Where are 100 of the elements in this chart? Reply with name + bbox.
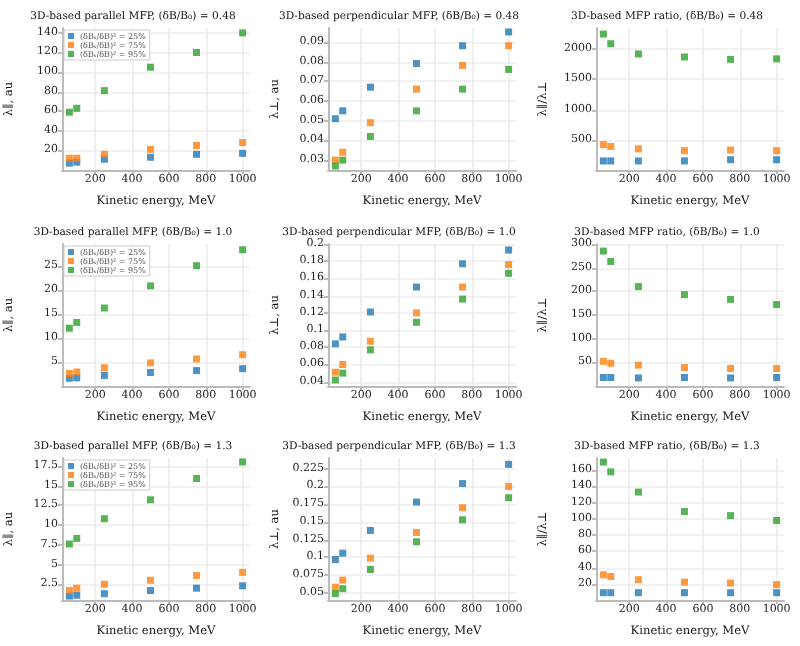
point xyxy=(413,282,421,290)
point xyxy=(726,295,734,303)
point xyxy=(65,108,73,116)
point xyxy=(146,577,154,585)
point xyxy=(772,147,780,155)
point xyxy=(100,581,108,589)
point xyxy=(239,350,247,358)
point xyxy=(634,576,642,584)
point xyxy=(680,579,688,587)
point xyxy=(367,119,375,127)
point xyxy=(459,61,467,69)
point xyxy=(459,480,467,488)
point xyxy=(146,358,154,366)
point xyxy=(413,107,421,115)
point xyxy=(505,65,513,73)
point xyxy=(634,488,642,496)
point xyxy=(680,157,688,165)
point xyxy=(772,55,780,63)
point xyxy=(726,373,734,381)
point xyxy=(193,585,201,593)
point xyxy=(239,569,247,577)
point xyxy=(772,589,780,597)
point xyxy=(413,498,421,506)
point xyxy=(599,157,607,165)
point xyxy=(239,149,247,157)
point xyxy=(726,156,734,164)
point xyxy=(505,483,513,491)
point xyxy=(339,156,347,164)
point xyxy=(726,579,734,587)
point xyxy=(65,540,73,548)
point xyxy=(680,373,688,381)
point xyxy=(726,512,734,520)
point xyxy=(332,162,340,170)
point xyxy=(239,139,247,147)
point xyxy=(193,354,201,362)
point xyxy=(772,364,780,372)
point xyxy=(239,458,247,466)
point xyxy=(193,48,201,56)
point xyxy=(634,282,642,290)
point xyxy=(65,587,73,595)
point xyxy=(339,368,347,376)
point xyxy=(193,572,201,580)
point xyxy=(599,373,607,381)
point xyxy=(367,132,375,140)
point xyxy=(772,156,780,164)
point xyxy=(146,63,154,71)
point xyxy=(65,154,73,162)
point xyxy=(634,373,642,381)
point xyxy=(239,582,247,590)
point xyxy=(726,146,734,154)
point xyxy=(606,257,614,265)
point xyxy=(73,318,81,326)
point xyxy=(339,148,347,156)
point xyxy=(73,535,81,543)
point xyxy=(193,261,201,269)
point xyxy=(459,294,467,302)
point xyxy=(599,141,607,149)
point xyxy=(146,153,154,161)
point xyxy=(100,150,108,158)
point xyxy=(73,585,81,593)
point xyxy=(459,259,467,267)
point xyxy=(599,589,607,597)
point xyxy=(367,566,375,574)
point xyxy=(332,339,340,347)
point xyxy=(772,300,780,308)
point xyxy=(413,538,421,546)
point xyxy=(332,375,340,383)
point xyxy=(239,364,247,372)
point xyxy=(146,281,154,289)
point xyxy=(100,363,108,371)
point xyxy=(73,592,81,600)
point xyxy=(606,142,614,150)
point xyxy=(606,373,614,381)
point xyxy=(367,307,375,315)
point xyxy=(599,30,607,38)
point xyxy=(606,589,614,597)
point xyxy=(193,366,201,374)
point xyxy=(367,336,375,344)
point xyxy=(634,145,642,153)
point xyxy=(634,589,642,597)
point xyxy=(339,585,347,593)
point xyxy=(193,142,201,150)
point xyxy=(505,260,513,268)
point xyxy=(332,367,340,375)
point xyxy=(606,468,614,476)
point xyxy=(599,357,607,365)
point xyxy=(459,516,467,524)
point xyxy=(599,246,607,254)
point xyxy=(367,527,375,535)
point xyxy=(606,157,614,165)
point xyxy=(505,494,513,502)
point xyxy=(146,368,154,376)
point xyxy=(459,85,467,93)
point xyxy=(726,589,734,597)
point xyxy=(367,345,375,353)
point xyxy=(772,517,780,525)
point xyxy=(100,303,108,311)
point xyxy=(100,371,108,379)
point xyxy=(680,147,688,155)
point xyxy=(73,367,81,375)
